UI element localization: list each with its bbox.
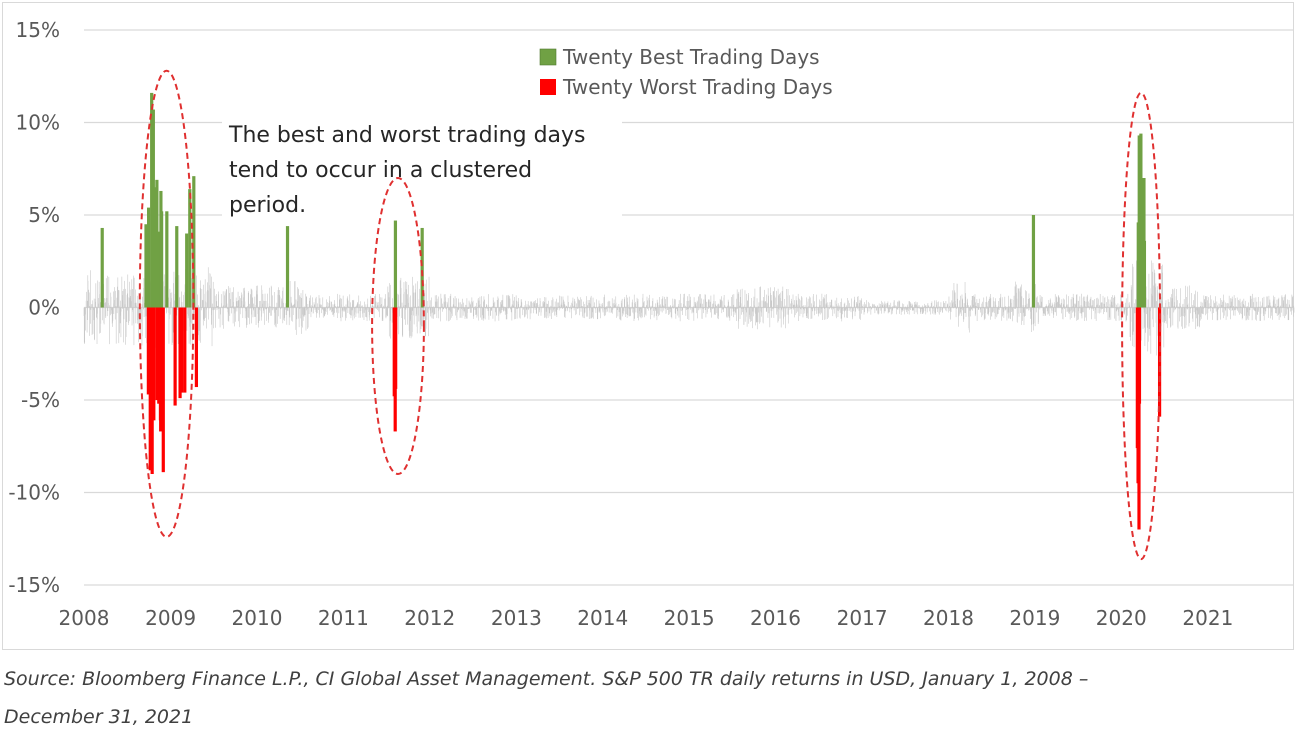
x-tick-label: 2012: [404, 606, 455, 630]
x-tick-label: 2016: [750, 606, 801, 630]
annotation-line-2: tend to occur in a clustered: [229, 158, 532, 183]
worst-day-bar: [1137, 307, 1141, 530]
x-tick-label: 2017: [837, 606, 888, 630]
best-day-bar: [155, 179, 159, 308]
best-day-bar: [160, 211, 164, 308]
best-day-bar: [175, 226, 179, 308]
best-day-bar: [1142, 240, 1147, 308]
y-tick-label: 5%: [28, 203, 60, 227]
best-day-bar: [100, 227, 104, 308]
x-tick-label: 2021: [1182, 606, 1233, 630]
legend-swatch-best: [539, 48, 557, 66]
legend-label-best: Twenty Best Trading Days: [562, 45, 820, 69]
highlight-ellipses: [138, 69, 1162, 561]
worst-day-bar: [183, 307, 187, 393]
best-day-bar: [192, 176, 196, 308]
x-tick-label: 2013: [491, 606, 542, 630]
worst-day-bar: [394, 307, 398, 389]
best-day-bar: [144, 224, 148, 308]
best-day-bar: [150, 92, 154, 308]
daily-returns-lines: [83, 260, 1295, 356]
daily-returns-series: [83, 260, 1295, 356]
returns-chart: 15%10%5%0%-5%-10%-15% 2008 2009 2010 2011 20…: [8, 18, 1295, 630]
y-tick-label: 15%: [16, 18, 60, 42]
y-axis-ticks: 15% 10% 5% 0% -5% -10% -15%: [8, 18, 60, 597]
worst-day-bar: [150, 307, 154, 474]
best-day-bar: [285, 226, 290, 308]
legend: Twenty Best Trading Days Twenty Worst Tr…: [539, 45, 833, 99]
source-caption: Source: Bloomberg Finance L.P., CI Globa…: [4, 660, 1274, 736]
best-day-bar: [393, 220, 398, 308]
worst-days-series: [146, 307, 1162, 530]
source-caption-line-2: December 31, 2021: [4, 706, 194, 728]
x-tick-label: 2019: [1009, 606, 1060, 630]
x-tick-label: 2014: [577, 606, 628, 630]
annotation-text: The best and worst trading days tend to …: [222, 112, 622, 220]
worst-day-bar: [157, 307, 161, 404]
x-tick-label: 2010: [232, 606, 283, 630]
best-day-bar: [1137, 135, 1141, 308]
worst-day-bar: [180, 307, 184, 393]
highlight-ellipse: [371, 177, 425, 475]
worst-day-bar: [161, 307, 165, 473]
y-tick-label: 0%: [28, 296, 60, 320]
best-day-bar: [420, 227, 424, 308]
best-day-bar: [188, 189, 192, 308]
worst-day-bar: [146, 307, 150, 395]
worst-day-bar: [1137, 307, 1142, 404]
x-tick-label: 2009: [145, 606, 196, 630]
x-tick-label: 2018: [923, 606, 974, 630]
x-tick-label: 2015: [664, 606, 715, 630]
worst-day-bar: [1157, 307, 1162, 417]
annotation-line-3: period.: [229, 193, 306, 218]
chart-frame: [2, 2, 1294, 650]
annotation-background: [222, 112, 622, 220]
worst-day-bar: [194, 307, 199, 388]
x-tick-label: 2008: [59, 606, 110, 630]
worst-day-bar: [159, 307, 163, 432]
x-axis-ticks: 2008 2009 2010 2011 2012 2013 2014 2015 2016 2017…: [59, 606, 1234, 630]
best-day-bar: [157, 231, 161, 308]
source-caption-line-1: Source: Bloomberg Finance L.P., CI Globa…: [4, 668, 1089, 690]
best-day-bar: [165, 211, 169, 308]
worst-day-bar: [173, 307, 177, 406]
highlight-ellipse: [1121, 91, 1162, 561]
y-tick-label: 10%: [16, 111, 60, 135]
best-day-bar: [1031, 215, 1036, 308]
best-day-bar: [1139, 133, 1143, 308]
y-tick-label: -5%: [21, 388, 60, 412]
legend-label-worst: Twenty Worst Trading Days: [562, 75, 833, 99]
highlight-ellipse: [138, 69, 195, 538]
best-day-bar: [147, 207, 151, 308]
worst-day-bar: [178, 307, 182, 399]
legend-swatch-worst: [540, 79, 556, 95]
best-day-bar: [151, 109, 155, 308]
x-tick-label: 2020: [1096, 606, 1147, 630]
y-tick-label: -10%: [8, 481, 60, 505]
best-days-series: [100, 92, 1147, 308]
x-tick-label: 2011: [318, 606, 369, 630]
y-tick-label: -15%: [8, 573, 60, 597]
annotation-line-1: The best and worst trading days: [228, 123, 586, 148]
worst-day-bar: [152, 307, 156, 421]
best-day-bar: [185, 233, 189, 308]
